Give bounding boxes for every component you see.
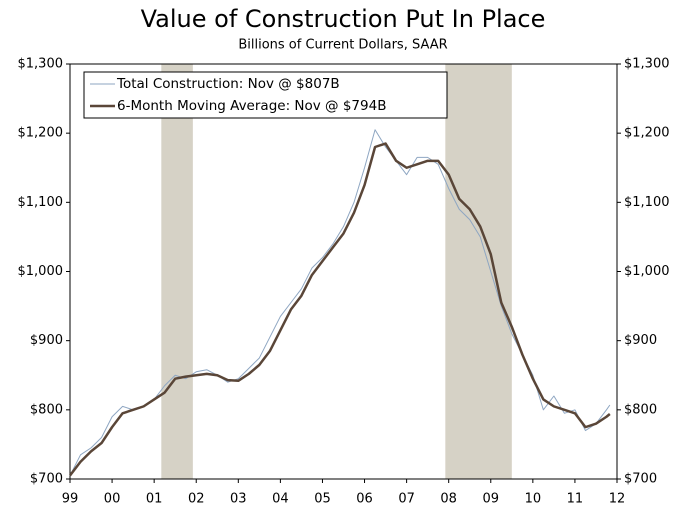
y2-tick-label: $700 xyxy=(624,472,657,487)
y2-tick-label: $1,100 xyxy=(624,195,670,210)
legend-box xyxy=(83,71,448,119)
legend-label: 6-Month Moving Average: Nov @ $794B xyxy=(117,98,386,114)
x-tick-label: 04 xyxy=(272,492,289,507)
x-tick-label: 03 xyxy=(230,492,247,507)
y2-tick-label: $1,300 xyxy=(624,57,670,72)
x-tick-label: 12 xyxy=(609,492,626,507)
legend-label: Total Construction: Nov @ $807B xyxy=(116,76,340,92)
y2-tick-label: $800 xyxy=(624,402,657,417)
series-line xyxy=(69,129,611,476)
x-tick-label: 05 xyxy=(314,492,331,507)
x-tick-label: 08 xyxy=(440,492,457,507)
y2-tick-label: $1,200 xyxy=(624,126,670,141)
plot-frame xyxy=(69,63,618,480)
y-tick-label: $1,200 xyxy=(18,126,64,141)
chart-title: Value of Construction Put In Place xyxy=(141,5,546,33)
x-tick-label: 07 xyxy=(398,492,415,507)
x-tick-label: 06 xyxy=(356,492,373,507)
recession-band xyxy=(445,64,512,479)
y-tick-label: $900 xyxy=(30,333,63,348)
y-tick-label: $800 xyxy=(30,402,63,417)
x-tick-label: 01 xyxy=(146,492,163,507)
x-tick-label: 09 xyxy=(482,492,499,507)
x-tick-label: 02 xyxy=(188,492,205,507)
x-tick-label: 99 xyxy=(62,492,79,507)
series-line xyxy=(69,142,611,477)
x-tick-label: 10 xyxy=(525,492,542,507)
y-tick-label: $1,300 xyxy=(18,57,64,72)
recession-band xyxy=(161,64,193,479)
chart-subtitle: Billions of Current Dollars, SAAR xyxy=(238,38,447,53)
y-tick-label: $1,100 xyxy=(18,195,64,210)
y-tick-label: $1,000 xyxy=(18,264,64,279)
y2-tick-label: $1,000 xyxy=(624,264,670,279)
y2-tick-label: $900 xyxy=(624,333,657,348)
x-tick-label: 00 xyxy=(104,492,121,507)
x-tick-label: 11 xyxy=(567,492,584,507)
y-tick-label: $700 xyxy=(30,472,63,487)
